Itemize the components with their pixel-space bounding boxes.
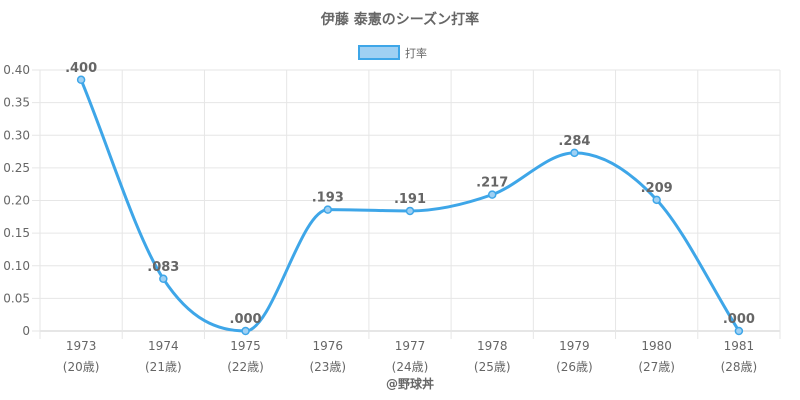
- x-tick-label: 1974: [148, 339, 179, 353]
- data-point: [734, 326, 744, 336]
- y-tick-label: 0: [22, 324, 30, 338]
- x-tick-sublabel: (28歳): [721, 360, 758, 374]
- y-tick-label: 0.30: [3, 128, 30, 142]
- data-labels: .400 .083 .000 .193 .191 .217 .284 .209 .000: [65, 61, 755, 327]
- x-tick-sublabel: (25歳): [474, 360, 511, 374]
- x-tick-label: 1980: [641, 339, 672, 353]
- x-tick-label: 1975: [230, 339, 261, 353]
- x-tick-label: 1979: [559, 339, 590, 353]
- x-tick-label: 1976: [313, 339, 344, 353]
- credit-label: @野球丼: [386, 376, 434, 391]
- data-label: .083: [147, 260, 179, 275]
- x-tick-label: 1977: [395, 339, 426, 353]
- data-point: [652, 195, 661, 205]
- series: [76, 75, 744, 336]
- data-label: .000: [230, 312, 262, 327]
- data-label: .209: [641, 181, 673, 196]
- data-point: [76, 75, 86, 85]
- data-label: .000: [723, 312, 755, 327]
- y-tick-label: 0.40: [3, 63, 30, 77]
- data-point: [241, 326, 250, 336]
- y-axis: 0 0.05 0.10 0.15 0.20 0.25 0.30 0.35 0.40: [3, 63, 40, 338]
- grid: [39, 69, 781, 339]
- x-tick-label: 1981: [724, 339, 755, 353]
- data-point: [570, 148, 579, 158]
- y-tick-label: 0.35: [3, 96, 30, 110]
- data-point: [323, 205, 333, 214]
- x-tick-sublabel: (27歳): [638, 360, 675, 374]
- data-label: .193: [312, 191, 344, 206]
- x-tick-sublabel: (22歳): [227, 360, 264, 374]
- data-point: [487, 190, 497, 199]
- x-tick-sublabel: (21歳): [145, 360, 182, 374]
- x-tick-label: 1978: [477, 339, 508, 353]
- legend-label: 打率: [405, 46, 427, 60]
- x-tick-label: 1973: [66, 339, 97, 353]
- x-tick-sublabel: (23歳): [309, 360, 346, 374]
- data-label: .217: [476, 176, 508, 191]
- chart-title: 伊藤 泰憲のシーズン打率: [320, 11, 479, 28]
- y-tick-label: 0.20: [3, 194, 30, 208]
- data-label: .400: [65, 61, 97, 76]
- y-tick-label: 0.10: [3, 259, 30, 273]
- data-point: [405, 206, 415, 216]
- legend[interactable]: 打率: [358, 45, 427, 60]
- data-label: .191: [394, 192, 426, 207]
- series-line: [79, 79, 741, 333]
- data-point: [159, 274, 168, 284]
- x-tick-sublabel: (20歳): [63, 360, 100, 374]
- y-tick-label: 0.05: [3, 291, 30, 305]
- y-tick-label: 0.15: [3, 226, 30, 240]
- x-tick-sublabel: (24歳): [392, 360, 429, 374]
- legend-swatch: [358, 45, 400, 60]
- y-tick-label: 0.25: [3, 161, 30, 175]
- x-axis: 1973 (20歳) 1974 (21歳) 1975 (22歳) 1976 (23歳) 1977…: [63, 339, 757, 374]
- x-tick-sublabel: (26歳): [556, 360, 593, 374]
- data-label: .284: [558, 134, 590, 149]
